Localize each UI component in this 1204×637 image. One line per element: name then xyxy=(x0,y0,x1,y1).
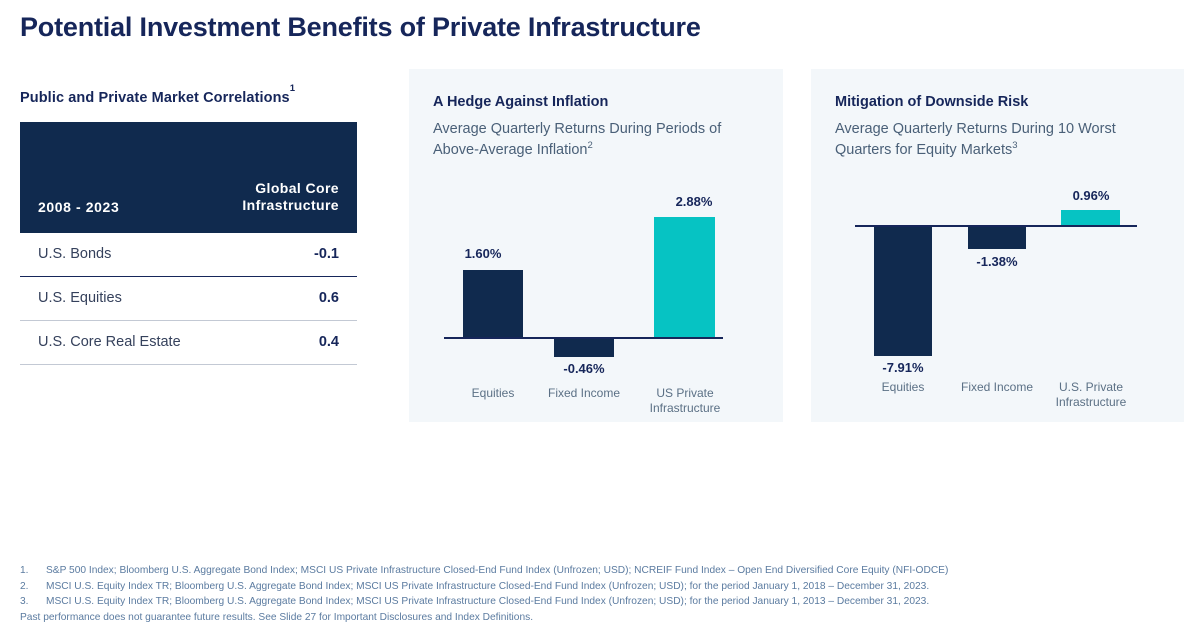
correlations-heading-text: Public and Private Market Correlations xyxy=(20,89,290,106)
panel-title: A Hedge Against Inflation xyxy=(433,94,609,110)
chart-hedge-against-inflation: 1.60% -0.46% 2.88% Equities Fixed Income… xyxy=(409,69,783,422)
bar-value-label-equities: 1.60% xyxy=(464,246,502,261)
table-row: U.S. Core Real Estate 0.4 xyxy=(20,321,357,365)
table-cell-label: U.S. Bonds xyxy=(38,246,112,263)
table-cell-label: U.S. Core Real Estate xyxy=(38,334,181,351)
bar-value-label-fixed-income: -1.38% xyxy=(976,254,1018,269)
bar-equities xyxy=(463,270,523,337)
disclosure-text: Past performance does not guarantee futu… xyxy=(20,611,534,623)
correlations-heading: Public and Private Market Correlations1 xyxy=(20,83,360,106)
chart-baseline xyxy=(444,337,723,339)
page-title: Potential Investment Benefits of Private… xyxy=(20,12,701,42)
footnote-item: 3. MSCI U.S. Equity Index TR; Bloomberg … xyxy=(20,594,1192,610)
footnote-item: 2. MSCI U.S. Equity Index TR; Bloomberg … xyxy=(20,579,1192,595)
bar-value-label-private-infrastructure: 0.96% xyxy=(1072,188,1110,203)
category-label-fixed-income: Fixed Income xyxy=(547,386,621,400)
category-label-private-infrastructure: U.S. Private Infrastructure xyxy=(1055,380,1127,409)
chart-mitigation-of-downside-risk: -7.91% -1.38% 0.96% Equities Fixed Incom… xyxy=(811,69,1184,422)
panel-hedge-against-inflation: A Hedge Against Inflation Average Quarte… xyxy=(409,69,783,422)
panel-subtitle-footnote-marker: 3 xyxy=(1012,140,1018,151)
category-label-fixed-income: Fixed Income xyxy=(960,380,1034,394)
table-cell-value: 0.4 xyxy=(318,334,339,351)
panel-subtitle-footnote-marker: 2 xyxy=(587,140,593,151)
panel-subtitle-text: Average Quarterly Returns During Periods… xyxy=(433,121,722,158)
bar-fixed-income xyxy=(968,227,1026,249)
bar-private-infrastructure xyxy=(1061,210,1120,225)
panel-subtitle: Average Quarterly Returns During 10 Wors… xyxy=(835,119,1166,160)
table-header-row: 2008 - 2023 Global Core Infrastructure xyxy=(20,121,357,233)
table-header-column: Global Core Infrastructure xyxy=(242,179,339,214)
table-cell-value: 0.6 xyxy=(318,290,339,307)
panel-mitigation-of-downside-risk: Mitigation of Downside Risk Average Quar… xyxy=(811,69,1184,422)
panel-subtitle: Average Quarterly Returns During Periods… xyxy=(433,119,765,160)
chart-baseline xyxy=(855,225,1137,227)
table-row: U.S. Bonds -0.1 xyxy=(20,233,357,277)
panel-subtitle-text: Average Quarterly Returns During 10 Wors… xyxy=(835,121,1116,158)
category-label-equities: Equities xyxy=(471,386,515,400)
table-cell-value: -0.1 xyxy=(314,246,339,263)
bar-equities xyxy=(874,227,932,356)
footnote-number: 3. xyxy=(20,596,29,607)
footnotes: 1. S&P 500 Index; Bloomberg U.S. Aggrega… xyxy=(20,563,1192,625)
footnote-item: 1. S&P 500 Index; Bloomberg U.S. Aggrega… xyxy=(20,563,1192,579)
panel-title: Mitigation of Downside Risk xyxy=(835,94,1029,110)
correlations-block: Public and Private Market Correlations1 … xyxy=(20,83,360,365)
category-label-equities: Equities xyxy=(881,380,925,394)
footnote-number: 2. xyxy=(20,580,29,592)
footnote-text: S&P 500 Index; Bloomberg U.S. Aggregate … xyxy=(46,565,949,576)
table-header-period: 2008 - 2023 xyxy=(38,198,120,215)
bar-value-label-equities: -7.91% xyxy=(882,360,924,375)
bar-fixed-income xyxy=(554,339,614,357)
bar-value-label-fixed-income: -0.46% xyxy=(563,361,605,376)
table-cell-label: U.S. Equities xyxy=(38,290,122,307)
footnote-text: MSCI U.S. Equity Index TR; Bloomberg U.S… xyxy=(46,580,930,592)
table-row: U.S. Equities 0.6 xyxy=(20,277,357,321)
correlations-table: 2008 - 2023 Global Core Infrastructure U… xyxy=(20,121,357,365)
bar-private-infrastructure xyxy=(654,217,715,337)
footnote-number: 1. xyxy=(20,565,29,576)
footnote-text: MSCI U.S. Equity Index TR; Bloomberg U.S… xyxy=(46,596,930,607)
bar-value-label-private-infrastructure: 2.88% xyxy=(675,194,713,209)
category-label-private-infrastructure: US Private Infrastructure xyxy=(649,386,721,415)
correlations-heading-footnote-marker: 1 xyxy=(289,82,296,94)
